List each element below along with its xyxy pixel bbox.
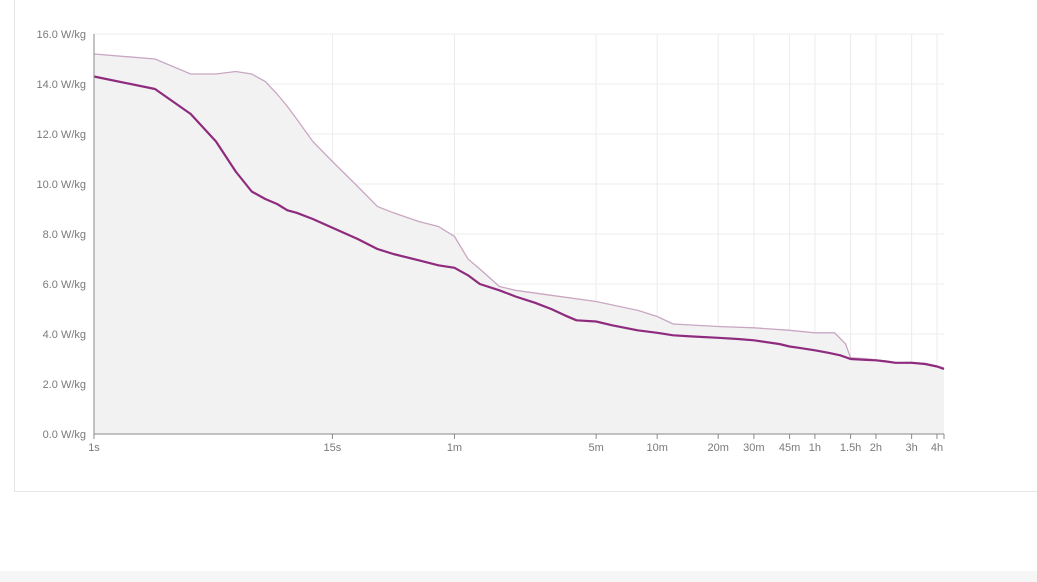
- x-tick-label: 10m: [646, 442, 667, 454]
- x-tick-label: 30m: [743, 442, 764, 454]
- x-tick-label: 1m: [447, 442, 462, 454]
- y-tick-label: 2.0 W/kg: [43, 379, 86, 391]
- series-lines: [93, 53, 945, 371]
- x-tick-label: 4h: [931, 442, 943, 454]
- best-series-area: [94, 54, 944, 434]
- y-tick-label: 12.0 W/kg: [36, 129, 86, 141]
- x-tick-label: 2h: [870, 442, 882, 454]
- y-axis-ticks: 0.0 W/kg 2.0 W/kg 4.0 W/kg 6.0 W/kg 8.0 W/kg…: [36, 29, 86, 441]
- current-series-line[interactable]: [93, 75, 945, 371]
- x-tick-label: 15s: [324, 442, 342, 454]
- y-tick-label: 0.0 W/kg: [43, 429, 86, 441]
- x-tick-label: 45m: [779, 442, 800, 454]
- x-tick-label: 20m: [707, 442, 728, 454]
- x-axis-ticks: 1s 15s 1m 5m 10m 20m 30m 45m 1h 1.5h 2h 3h 4h: [88, 442, 943, 454]
- y-tick-label: 16.0 W/kg: [36, 29, 86, 41]
- x-tick-label: 3h: [906, 442, 918, 454]
- x-tick-label: 5m: [589, 442, 604, 454]
- best-series-line[interactable]: [93, 53, 945, 369]
- best-area: [94, 54, 944, 434]
- axes: [93, 34, 945, 439]
- y-tick-label: 8.0 W/kg: [43, 229, 86, 241]
- x-tick-label: 1.5h: [840, 442, 861, 454]
- y-tick-label: 14.0 W/kg: [36, 79, 86, 91]
- footer-strip: [0, 571, 1037, 582]
- y-tick-label: 4.0 W/kg: [43, 329, 86, 341]
- y-tick-label: 10.0 W/kg: [36, 179, 86, 191]
- y-tick-label: 6.0 W/kg: [43, 279, 86, 291]
- x-tick-label: 1h: [809, 442, 821, 454]
- x-tick-label: 1s: [88, 442, 100, 454]
